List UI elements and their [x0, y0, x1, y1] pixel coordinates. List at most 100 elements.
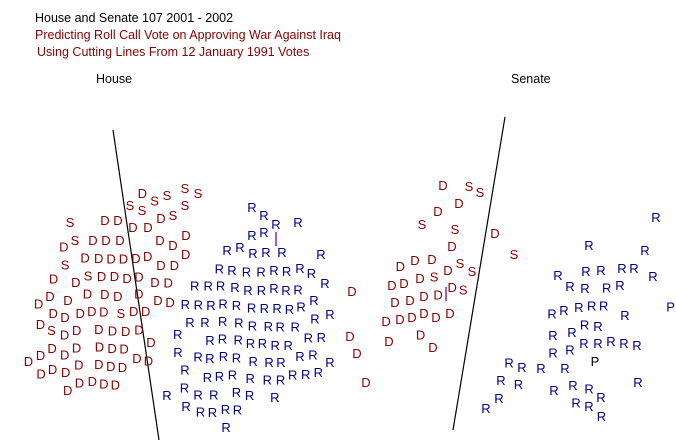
- point-s: S: [138, 203, 147, 218]
- point-d: D: [97, 269, 106, 284]
- point-d: D: [134, 287, 143, 302]
- point-d: D: [121, 324, 130, 339]
- point-d: D: [347, 284, 356, 299]
- point-r: R: [193, 350, 202, 365]
- point-r: R: [242, 264, 251, 279]
- point-r: R: [584, 238, 593, 253]
- point-r: R: [320, 276, 329, 291]
- point-r: R: [216, 278, 225, 293]
- point-d: D: [88, 374, 97, 389]
- point-r: R: [218, 314, 227, 329]
- point-s: S: [181, 181, 190, 196]
- point-r: R: [173, 327, 182, 342]
- point-r: R: [209, 388, 218, 403]
- point-r: R: [633, 375, 642, 390]
- point-d: D: [407, 310, 416, 325]
- point-d: D: [59, 239, 68, 254]
- point-r: R: [282, 264, 291, 279]
- point-d: D: [87, 304, 96, 319]
- point-d: D: [48, 362, 57, 377]
- point-r: R: [190, 278, 199, 293]
- point-d: D: [387, 278, 396, 293]
- point-s: S: [451, 222, 460, 237]
- point-r: R: [277, 245, 286, 260]
- point-d: D: [134, 269, 143, 284]
- point-r: R: [270, 390, 279, 405]
- point-r: R: [222, 243, 231, 258]
- point-s: S: [194, 186, 203, 201]
- point-d: D: [60, 347, 69, 362]
- point-d: D: [60, 328, 69, 343]
- point-d: D: [156, 258, 165, 273]
- point-r: R: [196, 405, 205, 420]
- point-r: R: [203, 370, 212, 385]
- point-r: R: [276, 320, 285, 335]
- point-d: D: [101, 233, 110, 248]
- point-d: D: [122, 271, 131, 286]
- point-d: D: [384, 334, 393, 349]
- point-s: S: [465, 179, 474, 194]
- point-r: R: [309, 293, 318, 308]
- point-r: R: [317, 330, 326, 345]
- point-r: R: [580, 318, 589, 333]
- point-r: R: [584, 381, 593, 396]
- point-s: S: [476, 185, 485, 200]
- point-r: R: [185, 315, 194, 330]
- point-d: D: [76, 306, 85, 321]
- point-d: D: [138, 186, 147, 201]
- point-d: D: [396, 259, 405, 274]
- point-r: R: [314, 365, 323, 380]
- point-r: R: [258, 336, 267, 351]
- point-r: R: [272, 301, 281, 316]
- point-r: R: [261, 245, 270, 260]
- point-r: R: [481, 401, 490, 416]
- point-r: R: [264, 319, 273, 334]
- point-s: S: [459, 283, 468, 298]
- point-d: D: [433, 288, 442, 303]
- point-d: D: [156, 211, 165, 226]
- point-d: D: [45, 289, 54, 304]
- point-d: D: [490, 226, 499, 241]
- point-r: R: [640, 243, 649, 258]
- point-d: D: [428, 340, 437, 355]
- house-panel-label: House: [96, 72, 133, 86]
- point-d: D: [416, 327, 425, 342]
- point-r: R: [193, 388, 202, 403]
- point-r: R: [264, 355, 273, 370]
- chart-title: House and Senate 107 2001 - 2002: [35, 11, 234, 25]
- senate-panel-label: Senate: [511, 72, 551, 86]
- point-r: R: [232, 298, 241, 313]
- point-r: R: [565, 342, 574, 357]
- point-r: R: [593, 336, 602, 351]
- point-r: R: [215, 261, 224, 276]
- point-r: R: [281, 283, 290, 298]
- point-r: R: [200, 315, 209, 330]
- point-d: D: [143, 249, 152, 264]
- point-d: D: [113, 289, 122, 304]
- point-r: R: [584, 399, 593, 414]
- point-d: D: [168, 238, 177, 253]
- point-d: D: [155, 233, 164, 248]
- point-r: R: [245, 388, 254, 403]
- point-r: R: [248, 246, 257, 261]
- point-r: R: [308, 348, 317, 363]
- point-r: R: [285, 302, 294, 317]
- point-r: R: [295, 349, 304, 364]
- point-s: S: [61, 257, 70, 272]
- point-d: D: [36, 317, 45, 332]
- point-d: D: [164, 276, 173, 291]
- point-r: R: [549, 383, 558, 398]
- point-r: R: [565, 279, 574, 294]
- point-r: R: [301, 367, 310, 382]
- point-r: R: [629, 261, 638, 276]
- point-d: D: [143, 220, 152, 235]
- point-d: D: [170, 258, 179, 273]
- point-r: R: [548, 345, 557, 360]
- point-r: R: [219, 349, 228, 364]
- point-r: R: [587, 299, 596, 314]
- point-r: R: [580, 281, 589, 296]
- point-d: D: [88, 233, 97, 248]
- point-r: R: [293, 282, 302, 297]
- point-d: D: [71, 275, 80, 290]
- point-d: D: [395, 312, 404, 327]
